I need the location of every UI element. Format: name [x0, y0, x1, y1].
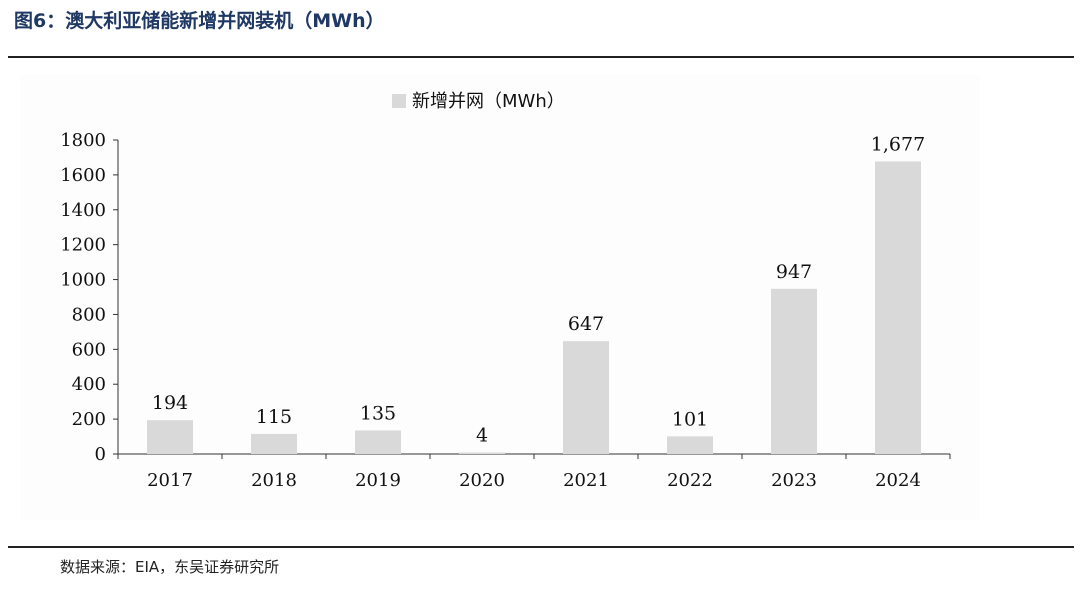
bar — [875, 161, 921, 454]
data-label: 194 — [152, 392, 188, 414]
bar — [667, 436, 713, 454]
data-label: 135 — [360, 402, 396, 424]
y-tick-label: 1600 — [60, 165, 106, 186]
bar — [355, 430, 401, 454]
x-tick-label: 2021 — [563, 470, 609, 491]
y-tick-label: 600 — [72, 339, 106, 360]
y-tick-label: 200 — [72, 409, 106, 430]
x-tick-label: 2023 — [771, 470, 817, 491]
y-tick-label: 0 — [95, 444, 106, 465]
bar — [251, 433, 297, 454]
bar — [459, 452, 505, 454]
data-label: 101 — [672, 408, 708, 430]
figure-title: 图6：澳大利亚储能新增并网装机（MWh） — [14, 10, 385, 32]
data-label: 947 — [776, 261, 812, 283]
y-tick-label: 1000 — [60, 270, 106, 291]
source-note: 数据来源：EIA，东吴证券研究所 — [60, 558, 280, 576]
data-label: 4 — [476, 425, 488, 447]
x-tick-label: 2018 — [251, 470, 297, 491]
bottom-divider — [8, 546, 1074, 548]
bar-chart: 新增并网（MWh） 0 200 400 600 800 1000 1200 1400 1600 18… — [60, 91, 951, 491]
data-label: 1,677 — [871, 133, 925, 155]
chart-area: 新增并网（MWh） 0 200 400 600 800 1000 1200 1400 1600 18… — [20, 74, 980, 520]
y-tick-label: 1200 — [60, 235, 106, 256]
top-divider — [8, 56, 1074, 58]
legend-swatch — [392, 94, 406, 108]
y-tick-label: 1800 — [60, 130, 106, 151]
data-label: 647 — [568, 313, 604, 335]
y-tick-label: 1400 — [60, 200, 106, 221]
x-tick-label: 2020 — [459, 470, 505, 491]
x-tick-label: 2019 — [355, 470, 401, 491]
x-tick-label: 2022 — [667, 470, 713, 491]
y-tick-label: 800 — [72, 304, 106, 325]
bar — [771, 288, 817, 454]
y-tick-label: 400 — [72, 374, 106, 395]
bar — [563, 341, 609, 454]
x-tick-label: 2017 — [147, 470, 193, 491]
legend-label: 新增并网（MWh） — [412, 91, 565, 112]
bar — [147, 420, 193, 454]
x-tick-label: 2024 — [875, 470, 921, 491]
data-label: 115 — [256, 406, 292, 428]
